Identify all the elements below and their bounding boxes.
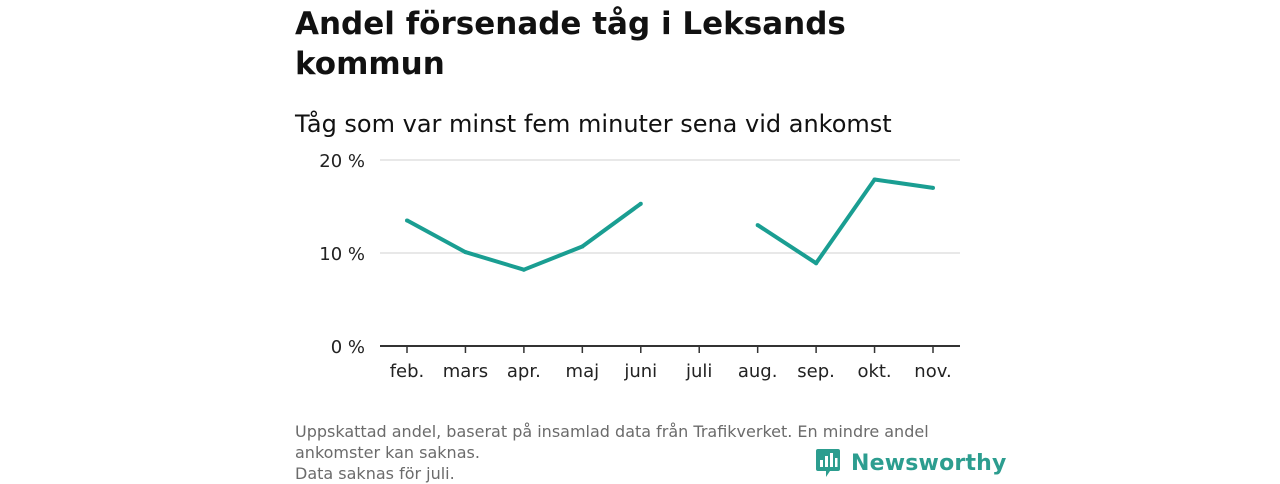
- x-tick-label: nov.: [914, 361, 951, 382]
- x-tick-label: okt.: [857, 361, 891, 382]
- chart-title: Andel försenade tåg i Leksands kommun: [295, 6, 846, 82]
- x-tick-label: feb.: [390, 361, 425, 382]
- grid-lines: [380, 159, 960, 347]
- y-tick-label: 0 %: [331, 337, 365, 358]
- x-tick-label: juli: [685, 361, 712, 382]
- series-line: [756, 177, 934, 266]
- data-point: [638, 201, 643, 206]
- x-axis-ticks: feb. mars apr. maj juni juli aug. sep. okt. nov.: [390, 346, 952, 382]
- x-tick-label: apr.: [507, 361, 541, 382]
- chart-subtitle: Tåg som var minst fem minuter sena vid a…: [295, 110, 892, 138]
- series-layer: [405, 177, 935, 272]
- footnote-line-1: Uppskattad andel, baserat på insamlad da…: [295, 422, 929, 441]
- x-tick-label: maj: [566, 361, 600, 382]
- footnote-line-3: Data saknas för juli.: [295, 464, 455, 483]
- line-chart: 0 % 10 % 20 % feb. mars apr. maj juni juli aug. s…: [319, 151, 960, 382]
- data-point: [521, 267, 526, 272]
- x-tick-label: mars: [443, 361, 488, 382]
- brand-name: Newsworthy: [851, 450, 1007, 476]
- chart-footnote: Uppskattad andel, baserat på insamlad da…: [295, 421, 995, 484]
- data-point: [755, 223, 760, 228]
- data-point: [463, 250, 468, 255]
- data-point: [814, 261, 819, 266]
- x-tick-label: juni: [623, 361, 657, 382]
- x-tick-label: aug.: [738, 361, 778, 382]
- data-point: [931, 185, 935, 190]
- y-tick-label: 10 %: [319, 244, 365, 265]
- y-tick-label: 20 %: [319, 151, 365, 172]
- newsworthy-logo-icon: [816, 449, 840, 477]
- brand-logo[interactable]: Newsworthy: [815, 446, 1007, 480]
- x-tick-label: sep.: [797, 361, 835, 382]
- data-point: [872, 177, 877, 182]
- data-point: [580, 244, 585, 249]
- data-point: [405, 218, 409, 223]
- footnote-line-2: ankomster kan saknas.: [295, 443, 480, 462]
- series-line: [406, 202, 642, 272]
- y-axis-ticks: 0 % 10 % 20 %: [319, 151, 365, 358]
